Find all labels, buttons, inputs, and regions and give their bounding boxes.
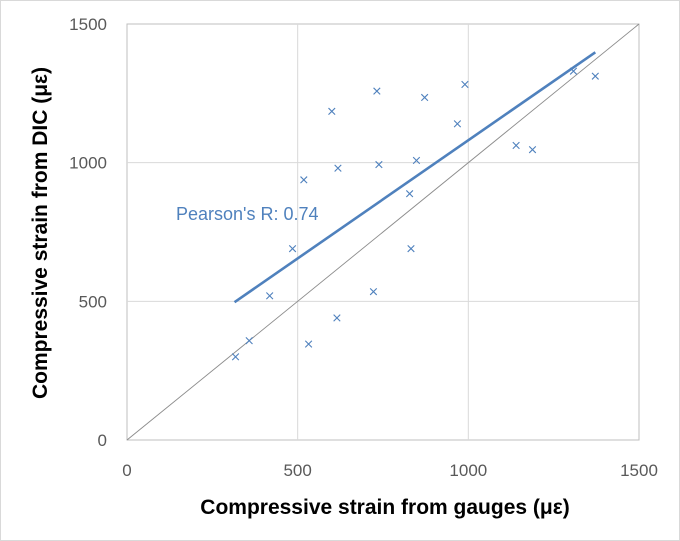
data-point-marker (288, 244, 297, 253)
data-point-marker (333, 314, 341, 322)
x-tick-label: 0 (122, 461, 131, 480)
y-tick-label: 1500 (69, 15, 107, 34)
data-point-marker (412, 156, 421, 165)
data-point-marker (265, 292, 274, 300)
data-point-marker (328, 107, 336, 116)
y-tick-label: 0 (98, 431, 107, 450)
gridlines (127, 24, 639, 440)
data-point-marker (300, 176, 308, 184)
data-point-marker (569, 67, 578, 75)
trend-line (233, 51, 597, 304)
y-tick-label: 1000 (69, 154, 107, 173)
x-axis-ticks: 0 500 1000 1500 (122, 461, 658, 480)
y-axis-ticks: 0 500 1000 1500 (69, 15, 107, 450)
data-point-marker (407, 244, 415, 253)
data-point-marker (334, 164, 342, 172)
data-point-marker (375, 160, 383, 169)
data-point-marker (461, 80, 469, 89)
x-tick-label: 1000 (449, 461, 487, 480)
y-tick-label: 500 (79, 292, 107, 311)
data-markers (231, 67, 599, 361)
data-point-marker (528, 145, 537, 154)
data-point-marker (405, 190, 414, 198)
data-point-marker (369, 287, 378, 296)
data-point-marker (245, 337, 253, 345)
x-tick-label: 500 (283, 461, 311, 480)
identity-line (126, 23, 640, 441)
data-point-marker (304, 340, 313, 348)
data-point-marker (591, 72, 599, 80)
pearson-annotation: Pearson's R: 0.74 (176, 204, 319, 224)
data-point-marker (453, 120, 462, 128)
y-axis-title: Compressive strain from DIC (με) (29, 67, 52, 399)
x-axis-title: Compressive strain from gauges (με) (200, 496, 569, 519)
data-point-marker (512, 141, 520, 150)
data-point-marker (420, 93, 429, 102)
x-tick-label: 1500 (620, 461, 658, 480)
data-point-marker (231, 353, 240, 361)
data-point-marker (373, 87, 381, 95)
